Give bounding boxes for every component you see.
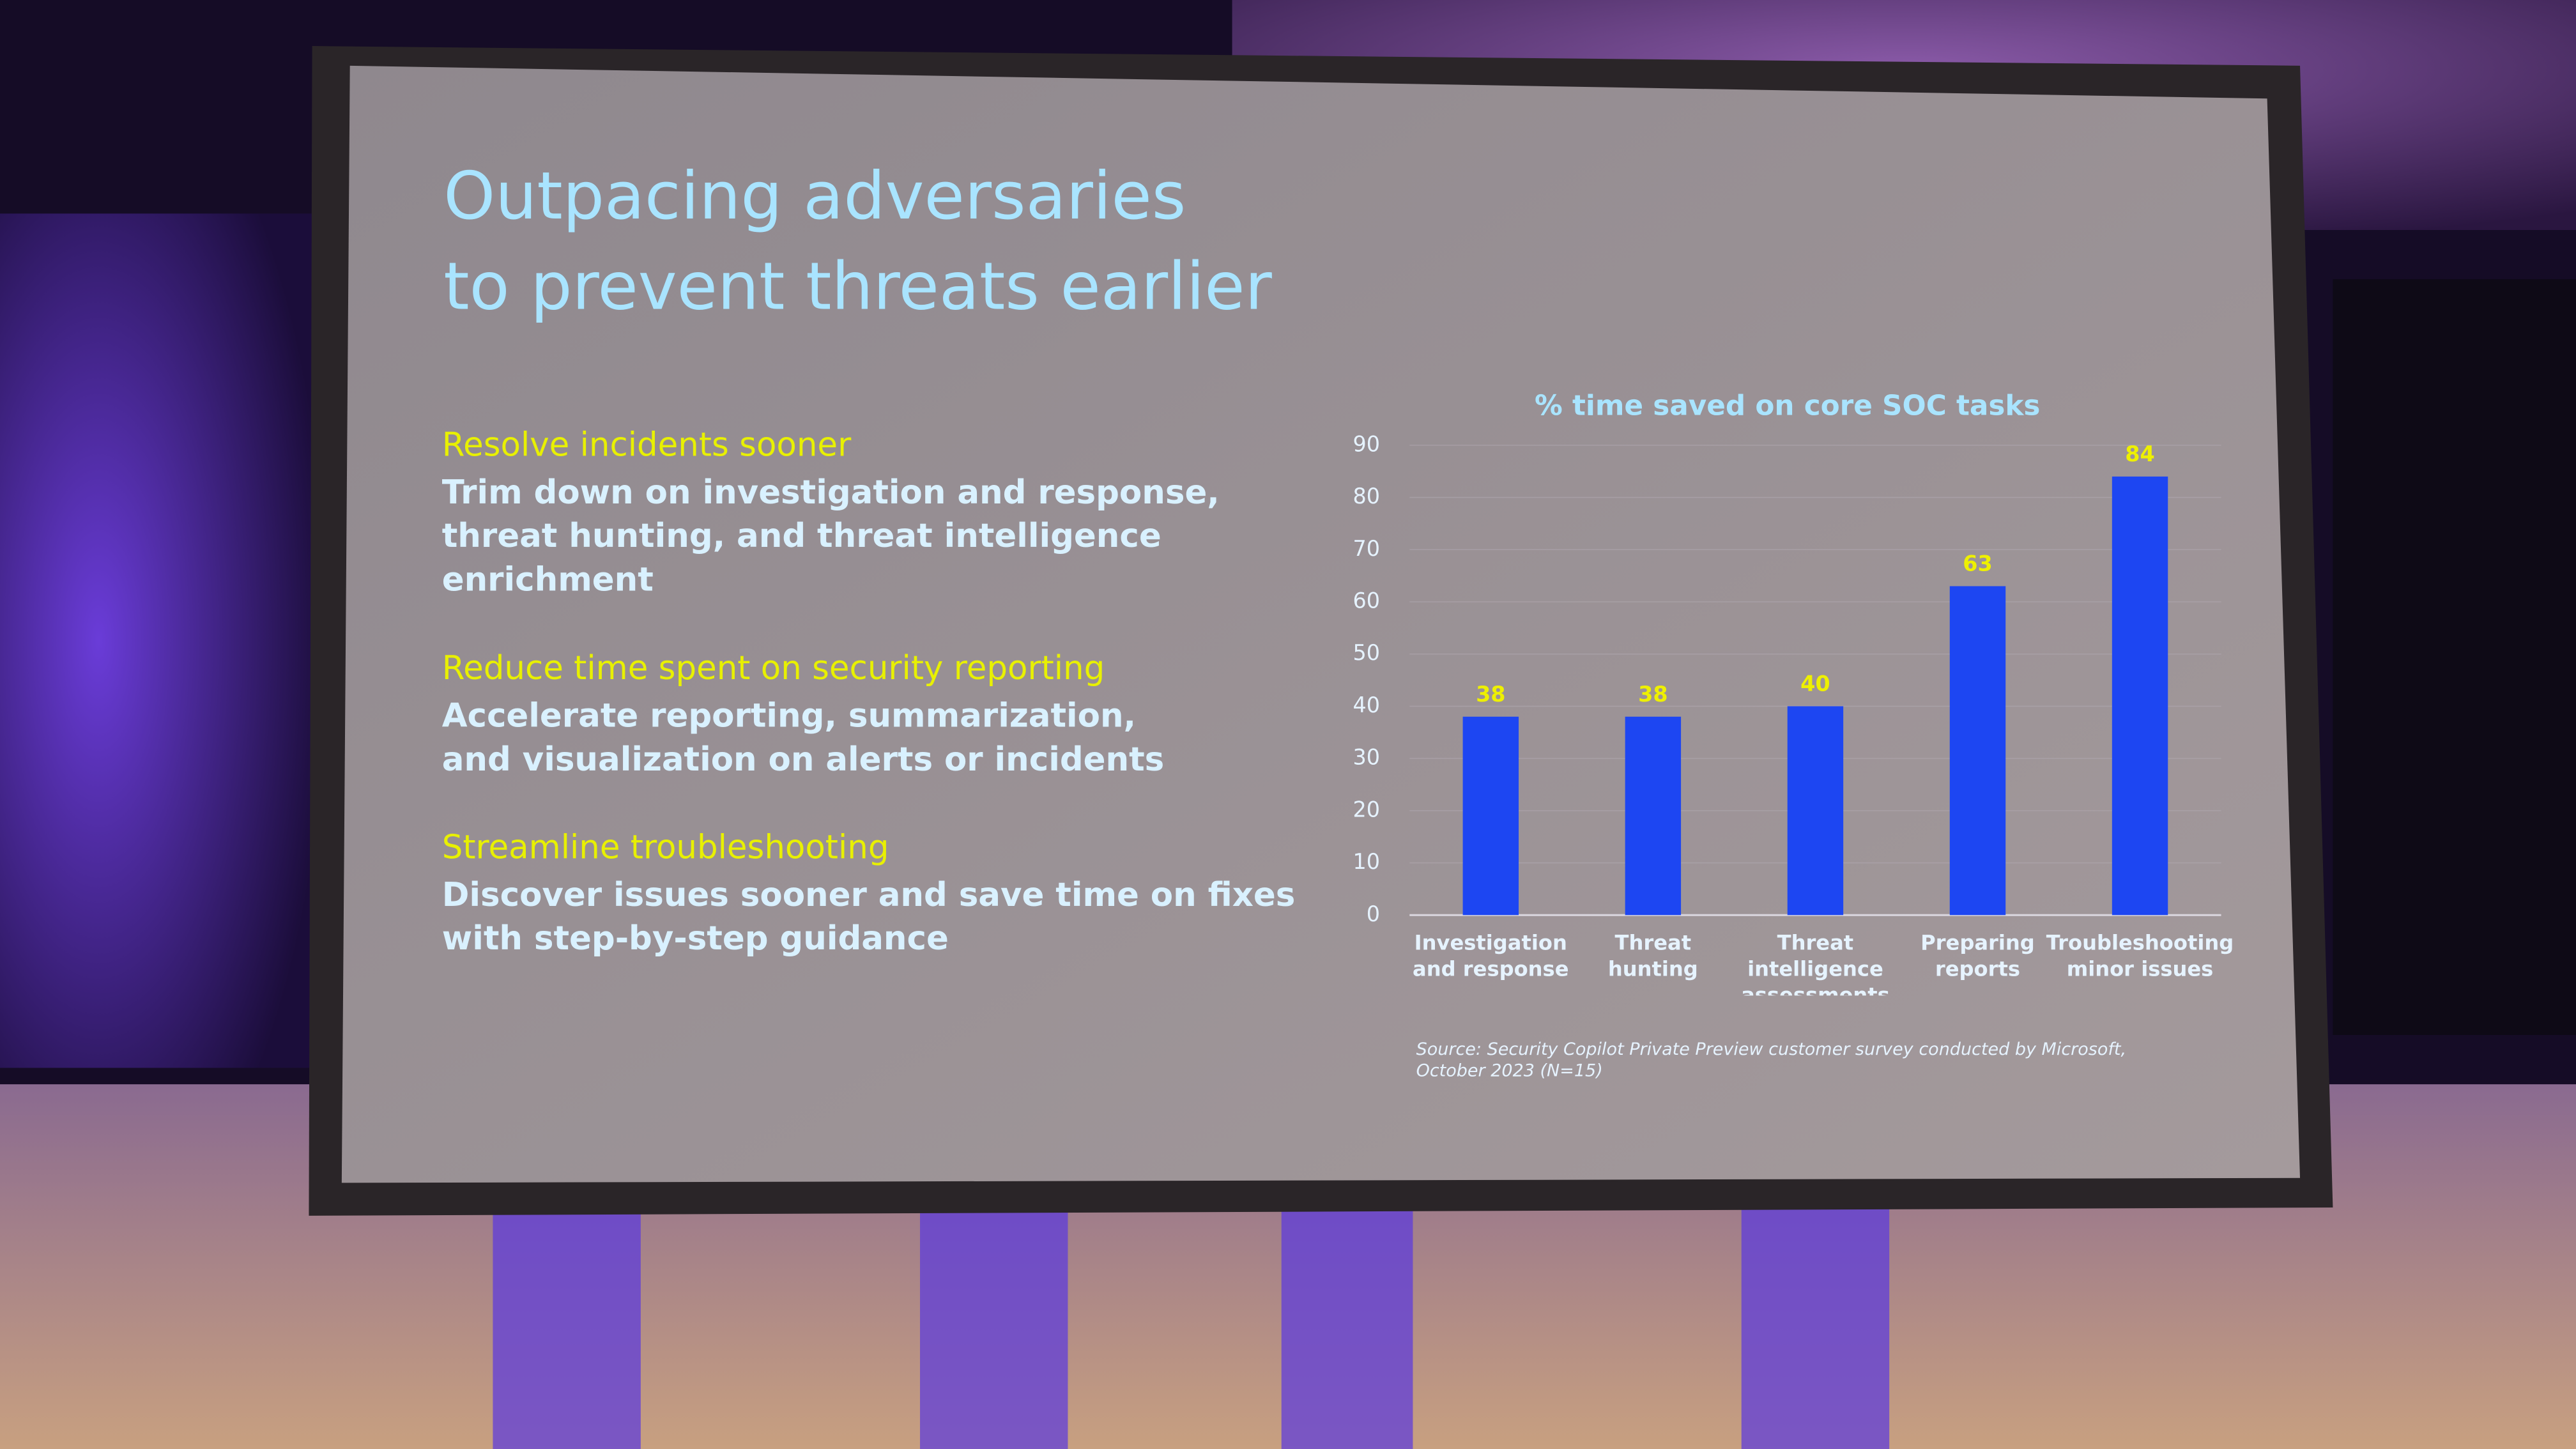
y-tick-label: 30 [1353,745,1380,770]
y-tick-label: 40 [1353,693,1380,717]
left-wall [0,213,329,1068]
point-body: Discover issues sooner and save time on … [442,876,1296,914]
right-dark [2333,279,2576,1036]
point-heading: Streamline troubleshooting [442,828,889,866]
bar [2112,476,2168,916]
value-label: 40 [1800,671,1830,696]
y-tick-label: 50 [1353,640,1380,665]
point-body: Trim down on investigation and response, [442,473,1220,512]
y-tick-label: 20 [1353,797,1380,822]
point-body: Accelerate reporting, summarization, [442,697,1136,735]
bar [1625,716,1682,916]
light [1281,1208,1413,1449]
value-label: 84 [2125,441,2155,466]
x-tick-label: Threat intelligence assessments [1741,930,1890,996]
point-body: enrichment [442,560,654,599]
value-label: 38 [1638,682,1668,707]
y-tick-label: 60 [1353,588,1380,613]
y-tick-label: 80 [1353,484,1380,509]
point-body: and visualization on alerts or incidents [442,740,1165,779]
point-heading: Resolve incidents sooner [442,425,852,464]
slide-title: Outpacing adversaries [443,158,1186,234]
y-tick-label: 10 [1353,849,1380,874]
x-tick-label: Troubleshooting minor issues [2046,930,2234,981]
x-tick-label-box: Troubleshooting minor issues [2046,930,2234,981]
light [920,1208,1068,1449]
y-tick-label: 90 [1353,431,1380,456]
x-tick-label: Preparing reports [1920,930,2035,981]
source-note-box: Source: Security Copilot Private Preview… [1416,1039,2127,1081]
y-tick-label: 70 [1353,536,1380,561]
light [493,1208,641,1449]
x-tick-label-box: Preparing reports [1920,930,2035,981]
bar [1787,706,1844,916]
value-label: 63 [1963,551,1993,576]
slide-title: to prevent threats earlier [443,249,1272,325]
x-tick-label-box: Investigation and response [1413,930,1569,981]
x-tick-label: Investigation and response [1413,930,1569,981]
point-body: threat hunting, and threat intelligence [442,517,1162,555]
chart-title: % time saved on core SOC tasks [1535,390,2040,422]
x-tick-label-box: Threat intelligence assessments [1741,930,1890,996]
bar [1462,716,1519,916]
x-tick-label-box: Threat hunting [1607,930,1698,981]
source-note: Source: Security Copilot Private Preview… [1416,1039,2127,1081]
bar [1949,586,2006,916]
x-tick-label: Threat hunting [1607,930,1698,981]
light [1741,1208,1890,1449]
y-tick-label: 0 [1367,901,1380,926]
point-body: with step-by-step guidance [442,919,949,958]
point-heading: Reduce time spent on security reporting [442,649,1105,687]
value-label: 38 [1476,682,1506,707]
